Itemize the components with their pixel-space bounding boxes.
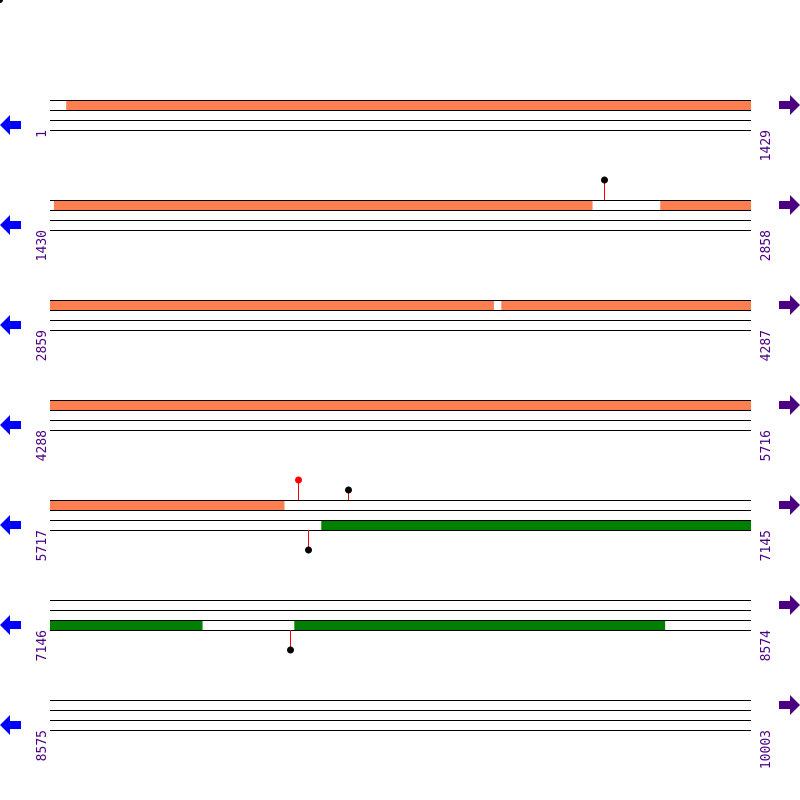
sequence-row: 2859 4287 (0, 295, 800, 361)
reverse-feature[interactable] (294, 620, 666, 630)
arrow-right-icon[interactable] (779, 595, 800, 615)
reverse-feature[interactable] (50, 620, 203, 630)
reverse-feature[interactable] (321, 520, 751, 530)
forward-feature[interactable] (50, 500, 285, 510)
row-start-label: 7146 (35, 630, 50, 661)
arrow-left-icon[interactable] (0, 115, 21, 135)
corner-dot (0, 0, 3, 3)
marker-dot[interactable] (295, 476, 302, 484)
row-start-label: 2859 (35, 330, 50, 361)
arrow-left-icon[interactable] (0, 515, 21, 535)
marker-dot[interactable] (601, 176, 608, 184)
row-end-label: 7145 (759, 530, 774, 561)
sequence-row: 1 1429 (0, 95, 800, 161)
arrow-left-icon[interactable] (0, 215, 21, 235)
arrow-right-icon[interactable] (779, 195, 800, 215)
arrow-left-icon[interactable] (0, 415, 21, 435)
marker-dot[interactable] (345, 486, 352, 494)
row-start-label: 4288 (35, 430, 50, 461)
arrow-left-icon[interactable] (0, 315, 21, 335)
arrow-left-icon[interactable] (0, 615, 21, 635)
sequence-row: 4288 5716 (0, 395, 800, 461)
forward-feature[interactable] (50, 400, 751, 410)
marker-dot[interactable] (305, 546, 312, 554)
arrow-right-icon[interactable] (779, 295, 800, 315)
row-end-label: 5716 (759, 430, 774, 461)
arrow-left-icon[interactable] (0, 715, 21, 735)
row-end-label: 4287 (759, 330, 774, 361)
sequence-row: 1430 2858 (0, 176, 800, 261)
forward-feature[interactable] (501, 300, 751, 310)
forward-feature[interactable] (50, 300, 494, 310)
sequence-row: 5717 7145 (0, 476, 800, 561)
forward-feature[interactable] (66, 100, 752, 110)
row-start-label: 8575 (35, 730, 50, 761)
row-end-label: 2858 (759, 230, 774, 261)
sequence-row: 7146 8574 (0, 595, 800, 661)
row-end-label: 8574 (759, 630, 774, 661)
row-start-label: 1430 (35, 230, 50, 261)
sequence-row: 8575 10003 (0, 695, 800, 769)
forward-feature[interactable] (660, 200, 751, 210)
forward-feature[interactable] (53, 200, 593, 210)
row-start-label: 5717 (35, 530, 50, 561)
arrow-right-icon[interactable] (779, 95, 800, 115)
row-end-label: 1429 (759, 130, 774, 161)
row-end-label: 10003 (759, 730, 774, 769)
arrow-right-icon[interactable] (779, 395, 800, 415)
row-start-label: 1 (35, 130, 50, 138)
arrow-right-icon[interactable] (779, 695, 800, 715)
arrow-right-icon[interactable] (779, 495, 800, 515)
marker-dot[interactable] (287, 646, 294, 654)
